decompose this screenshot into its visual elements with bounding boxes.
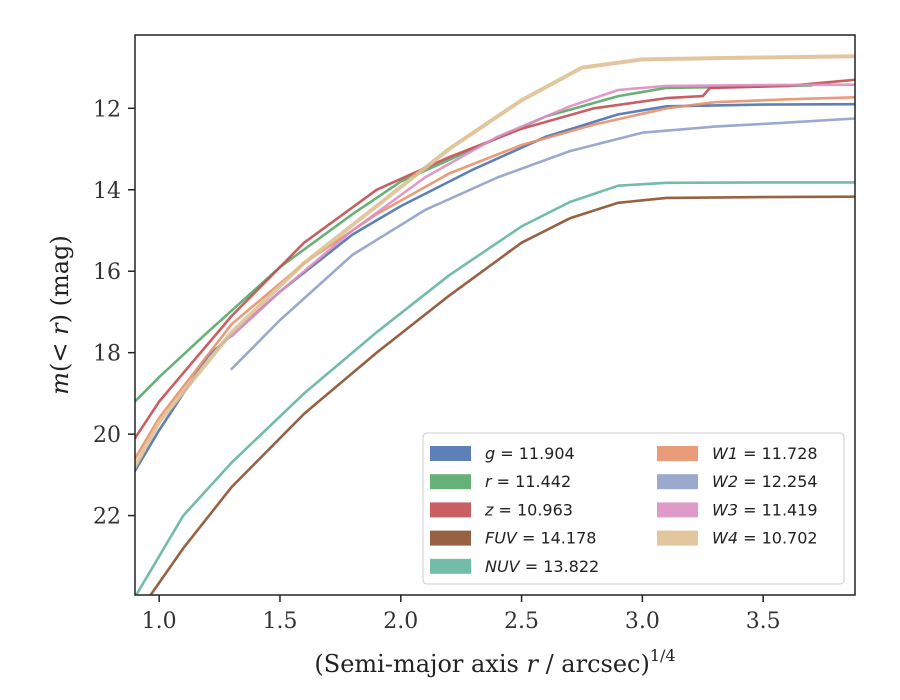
x-tick-label: 3.0 [625, 609, 660, 634]
y-tick-label: 18 [93, 342, 121, 367]
legend-swatch-fuv [430, 530, 471, 546]
legend-swatch-w3 [657, 502, 698, 518]
y-axis: 12 14 16 18 20 22 [93, 97, 135, 530]
legend-label-w3: W3 = 11.419 [712, 500, 818, 519]
y-tick-label: 12 [93, 97, 121, 122]
series-line-w2 [230, 117, 855, 371]
series-line-w3 [230, 83, 855, 338]
legend-label-z: z = 10.963 [484, 500, 573, 519]
x-tick-label: 2.5 [504, 609, 539, 634]
legend-swatch-g [430, 446, 471, 461]
legend-label-w4: W4 = 10.702 [712, 529, 818, 548]
legend-box [422, 432, 845, 585]
legend-swatch-nuv [430, 558, 471, 574]
y-tick-label: 22 [93, 505, 121, 530]
legend-swatch-w4 [657, 530, 698, 546]
legend-label-g: g = 11.904 [485, 444, 575, 463]
legend-swatch-r [430, 474, 471, 490]
x-axis: 1.0 1.5 2.0 2.5 3.0 3.5 [142, 595, 781, 634]
series-line-nuv [135, 181, 855, 595]
series-line-w1 [135, 96, 855, 460]
y-tick-label: 16 [93, 260, 121, 285]
series-line-g [135, 102, 855, 473]
legend: g = 11.904 r = 11.442 z = 10.963 FUV = 14.1… [422, 432, 845, 585]
x-axis-label: (Semi-major axis r / arcsec)1/4 [314, 646, 675, 678]
series-layer [135, 54, 855, 595]
x-tick-label: 1.5 [262, 609, 297, 634]
series-line-w4 [135, 54, 855, 469]
legend-swatch-z [430, 502, 471, 518]
series-line-z [135, 78, 855, 440]
y-tick-label: 14 [93, 179, 121, 204]
legend-swatch-w1 [657, 446, 698, 461]
legend-swatch-w2 [657, 474, 698, 490]
legend-label-w1: W1 = 11.728 [712, 444, 818, 463]
legend-label-r: r = 11.442 [485, 472, 571, 491]
legend-label-fuv: FUV = 14.178 [485, 529, 596, 548]
plot-frame [134, 34, 856, 596]
legend-label-w2: W2 = 12.254 [712, 472, 818, 491]
y-tick-label: 20 [93, 423, 121, 448]
series-line-fuv [149, 195, 855, 595]
y-axis-label: m(< r) (mag) [46, 235, 74, 395]
legend-label-nuv: NUV = 13.822 [485, 557, 599, 576]
x-tick-label: 1.0 [142, 609, 177, 634]
series-line-r [135, 84, 813, 403]
x-tick-label: 3.5 [746, 609, 781, 634]
x-tick-label: 2.0 [383, 609, 418, 634]
